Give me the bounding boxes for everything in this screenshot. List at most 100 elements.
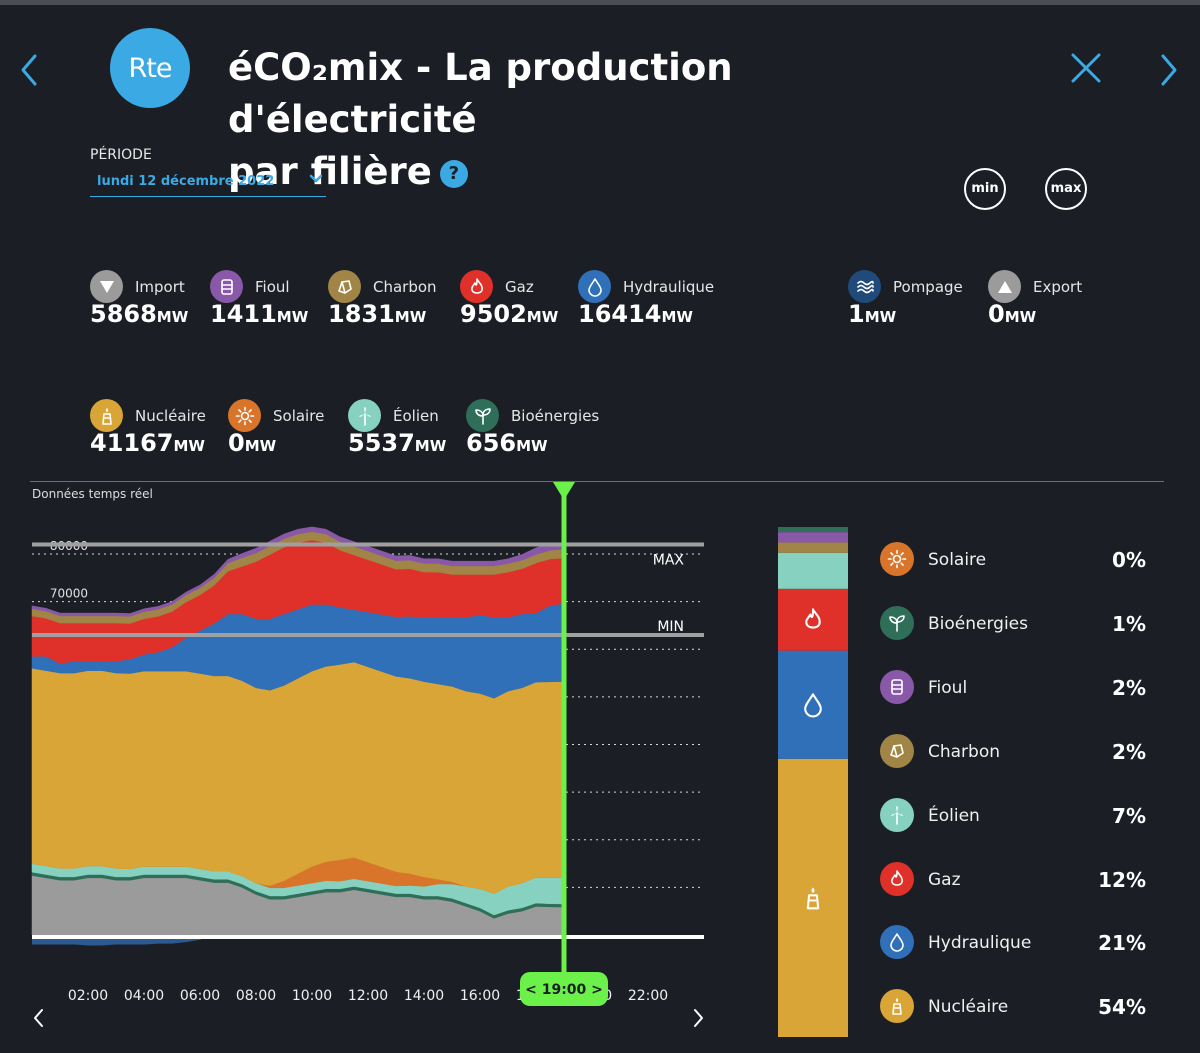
source-unit: MW — [173, 437, 205, 455]
source-unit: MW — [244, 437, 277, 455]
legend-percent: 54% — [1098, 995, 1146, 1020]
production-area-chart[interactable]: 0100002000030000400005000060000700008000… — [0, 470, 740, 1053]
legend-name: Éolien — [928, 805, 980, 826]
area-nucleaire — [31, 661, 565, 894]
nuclear-plant-icon — [806, 887, 820, 910]
period-label: PÉRIODE — [90, 147, 152, 163]
source-amount: 1831 — [328, 300, 395, 328]
source-name: Charbon — [373, 278, 437, 296]
chart-previous-icon[interactable] — [26, 1003, 56, 1043]
flame-icon — [460, 270, 493, 303]
source-value: 16414MW — [578, 300, 693, 328]
export-arrow-icon — [988, 270, 1021, 303]
source-amount: 41167 — [90, 429, 174, 457]
next-arrow-icon[interactable] — [1155, 50, 1185, 90]
source-name: Fioul — [255, 278, 290, 296]
mix-segment-nucleaire — [778, 758, 848, 1037]
x-tick-label: 14:00 — [404, 988, 444, 1004]
time-cursor-handle[interactable] — [520, 972, 608, 1006]
sun-icon — [228, 399, 261, 432]
x-tick-label: 22:00 — [628, 988, 668, 1004]
legend-row: Charbon 2% — [880, 733, 1150, 768]
sun-icon — [880, 542, 914, 576]
source-unit: MW — [414, 437, 447, 455]
x-tick-label: 06:00 — [180, 988, 220, 1004]
legend-percent: 1% — [1112, 611, 1146, 636]
source-unit: MW — [526, 308, 559, 326]
min-line-label: MIN — [657, 619, 684, 635]
source-unit: MW — [1004, 308, 1037, 326]
logo-text: Rte — [128, 52, 173, 84]
period-select[interactable]: lundi 12 décembre 2022 — [90, 167, 326, 197]
legend-percent: 2% — [1112, 739, 1146, 764]
legend-name: Solaire — [928, 550, 987, 570]
barrel-icon — [210, 270, 243, 303]
legend-percent: 7% — [1112, 803, 1146, 828]
y-tick-label: 70000 — [50, 587, 88, 601]
water-drop-icon — [804, 693, 822, 718]
mix-segment-eolien — [778, 552, 848, 589]
source-value: 5537MW — [348, 429, 446, 457]
legend-name: Charbon — [928, 741, 1001, 762]
title-line-2: par filière — [228, 150, 432, 193]
source-name: Export — [1033, 278, 1083, 296]
x-tick-label: 08:00 — [236, 988, 276, 1004]
water-drop-icon — [578, 270, 611, 303]
waves-icon — [848, 270, 881, 303]
x-tick-label: 16:00 — [460, 988, 500, 1004]
previous-arrow-icon[interactable] — [15, 50, 45, 90]
energy-mix-bar — [778, 527, 848, 1037]
legend-row: Solaire 0% — [880, 542, 1150, 576]
leaf-icon — [880, 605, 914, 640]
chart-next-icon[interactable] — [686, 1003, 716, 1043]
water-drop-icon — [880, 925, 914, 960]
source-value: 0MW — [228, 429, 276, 457]
legend-name: Fioul — [928, 677, 968, 698]
nuclear-plant-icon — [90, 399, 123, 432]
realtime-label: Données temps réel — [32, 487, 153, 501]
chevron-down-icon — [308, 171, 324, 191]
source-name: Hydraulique — [623, 278, 715, 296]
source-unit: MW — [661, 308, 693, 326]
wind-turbine-icon — [348, 399, 381, 432]
source-unit: MW — [394, 308, 427, 326]
rte-logo: Rte — [110, 28, 190, 108]
legend-name: Hydraulique — [928, 933, 1032, 954]
legend-percent: 21% — [1098, 931, 1146, 956]
wind-turbine-icon — [880, 797, 914, 832]
source-value: 9502MW — [460, 300, 558, 328]
period-value: lundi 12 décembre 2022 — [97, 174, 275, 189]
source-value: 0MW — [988, 300, 1036, 328]
source-name: Nucléaire — [135, 407, 206, 425]
mix-segment-bioenergies — [778, 527, 848, 533]
max-line-label: MAX — [653, 552, 685, 568]
import-arrow-icon — [90, 270, 123, 303]
divider — [30, 481, 1164, 482]
page-title: éCO₂mix - La production d'électricité pa… — [228, 42, 988, 198]
close-icon[interactable] — [1068, 50, 1104, 90]
source-value: 656MW — [466, 429, 548, 457]
coal-icon — [328, 270, 361, 303]
legend-row: Bioénergies 1% — [880, 605, 1150, 640]
source-name: Gaz — [505, 278, 534, 296]
source-amount: 1 — [848, 300, 865, 328]
legend-row: Éolien 7% — [880, 797, 1150, 832]
source-unit: MW — [516, 437, 548, 455]
mix-segment-fioul — [778, 532, 848, 543]
x-tick-label: 02:00 — [68, 988, 108, 1004]
source-unit: MW — [276, 308, 309, 326]
legend-percent: 12% — [1098, 867, 1146, 892]
help-icon[interactable]: ? — [439, 159, 468, 188]
legend-name: Bioénergies — [928, 613, 1028, 634]
leaf-icon — [466, 399, 499, 432]
x-tick-label: 04:00 — [124, 988, 164, 1004]
min-button[interactable]: min — [964, 168, 1006, 210]
source-amount: 656 — [466, 429, 517, 457]
source-name: Pompage — [893, 278, 963, 296]
mix-segment-hydraulique — [778, 650, 848, 759]
max-button[interactable]: max — [1045, 168, 1087, 210]
legend-percent: 0% — [1112, 548, 1146, 572]
source-amount: 0 — [228, 429, 245, 457]
time-cursor-label: < 19:00 > — [525, 982, 603, 998]
source-amount: 5868 — [90, 300, 157, 328]
